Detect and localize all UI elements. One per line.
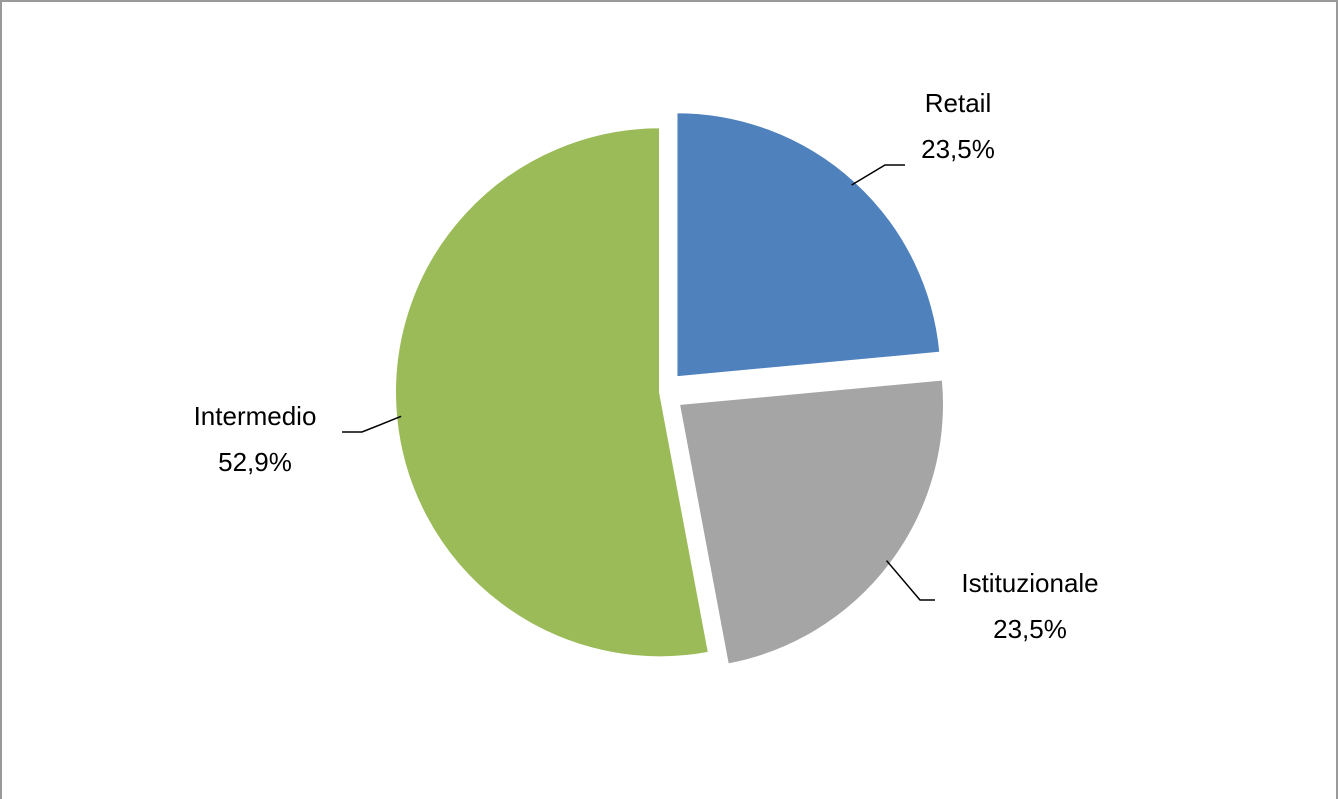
slice-label: Intermedio xyxy=(194,401,317,431)
pie-slice xyxy=(394,126,711,659)
leader-line xyxy=(342,415,402,433)
pie-slice xyxy=(677,378,945,666)
leader-line xyxy=(885,560,935,601)
slice-label: Istituzionale xyxy=(961,568,1098,598)
value-label: 23,5% xyxy=(921,134,995,164)
slice-label: Retail xyxy=(925,88,991,118)
leader-line xyxy=(851,164,905,186)
value-label: 52,9% xyxy=(218,447,292,477)
pie-slice xyxy=(675,111,942,379)
value-label: 23,5% xyxy=(993,614,1067,644)
